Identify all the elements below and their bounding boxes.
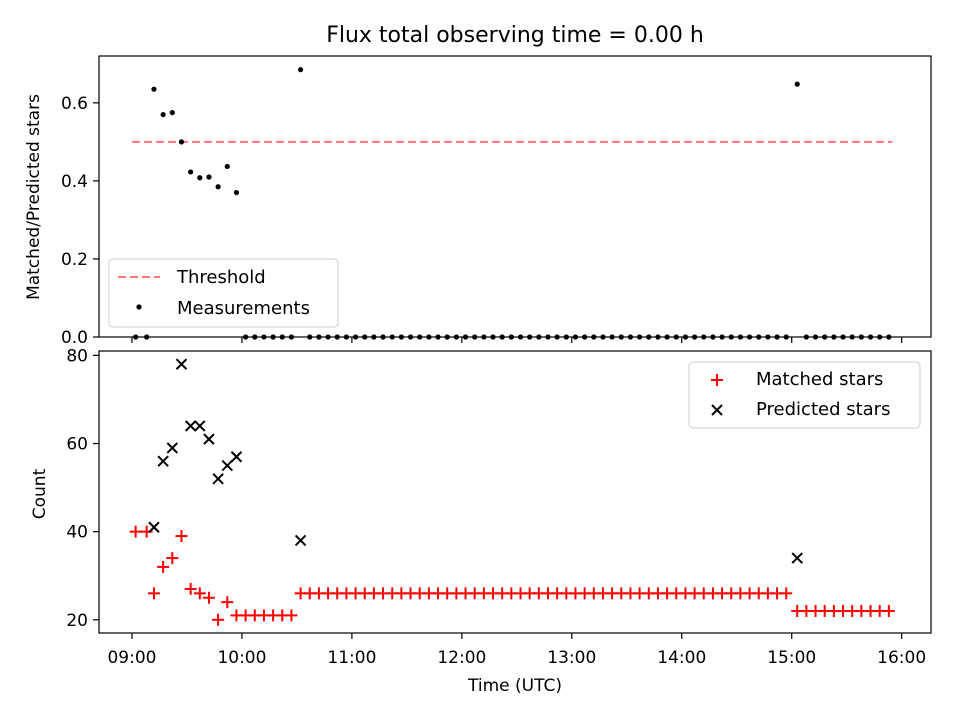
measurements-legend-swatch	[136, 304, 142, 310]
x-tick-label: 12:00	[437, 648, 486, 668]
predicted-point	[148, 521, 160, 533]
matched-point	[193, 587, 206, 600]
y-tick-label: 40	[66, 523, 88, 543]
matched-legend-label: Matched stars	[756, 369, 883, 390]
matched-point	[147, 587, 160, 600]
y-tick-label: 0.2	[61, 250, 88, 270]
matched-point	[157, 560, 170, 573]
matched-point	[129, 525, 142, 538]
x-tick-label: 13:00	[547, 648, 596, 668]
measurement-point	[169, 109, 175, 116]
measurement-point	[794, 81, 800, 87]
measurements-legend-label: Measurements	[177, 298, 310, 319]
matched-point	[882, 604, 895, 617]
ratio-y-axis-label: Matched/Predicted stars	[24, 94, 44, 300]
matched-point	[285, 609, 298, 622]
matched-legend-swatch	[711, 374, 723, 386]
count-y-axis-label: Count	[30, 468, 50, 519]
count-y-ticks: 20 40 60 80	[66, 346, 99, 631]
measurement-point	[160, 111, 166, 118]
predicted-point	[212, 473, 224, 485]
matched-point	[780, 587, 793, 600]
count-legend-box	[688, 361, 921, 429]
y-tick-label: 60	[66, 435, 88, 455]
count-x-ticks: 09:00 10:00 11:00 12:00 13:00 14:00 15:00 16:00	[107, 633, 926, 668]
measurement-point	[151, 86, 157, 92]
matched-point	[175, 530, 188, 543]
predicted-point	[184, 420, 197, 432]
y-tick-label: 80	[66, 346, 88, 366]
matched-point	[221, 596, 234, 609]
measurement-point	[215, 184, 221, 190]
ratio-panel: Flux total observing time = 0.00 h Match…	[24, 23, 932, 348]
predicted-point	[175, 358, 188, 370]
ratio-x-ticks	[131, 337, 903, 343]
measurement-point	[188, 169, 194, 175]
predicted-point	[157, 455, 169, 467]
y-tick-label: 0.6	[61, 94, 88, 114]
threshold-legend-label: Threshold	[176, 267, 266, 288]
x-axis-label: Time (UTC)	[467, 676, 562, 696]
predicted-point	[230, 451, 243, 463]
x-tick-label: 15:00	[767, 648, 816, 668]
predicted-point	[166, 442, 179, 454]
matched-point	[184, 582, 197, 595]
count-marks	[129, 358, 895, 626]
measurement-point	[233, 189, 240, 196]
y-tick-label: 0.4	[61, 172, 88, 192]
predicted-point	[294, 534, 307, 547]
predicted-point	[203, 433, 215, 445]
measurement-point	[178, 139, 185, 145]
y-tick-label: 0.0	[61, 328, 88, 348]
predicted-point	[791, 552, 803, 564]
count-plot-frame	[98, 350, 932, 634]
x-tick-label: 16:00	[877, 648, 926, 668]
count-panel: Count Time (UTC) 20 40 60 80 09:00 10:00 11:0…	[30, 346, 932, 696]
measurement-point	[206, 174, 212, 180]
ratio-legend: Threshold Measurements	[108, 258, 339, 328]
chart-title: Flux total observing time = 0.00 h	[326, 23, 704, 48]
x-tick-label: 11:00	[327, 648, 376, 668]
x-tick-label: 10:00	[217, 648, 266, 668]
predicted-legend-swatch	[711, 404, 723, 416]
predicted-legend-label: Predicted stars	[756, 399, 890, 420]
measurement-point	[197, 175, 203, 181]
matched-point	[212, 613, 225, 626]
matched-point	[166, 552, 179, 565]
ratio-y-ticks: 0.0 0.2 0.4 0.6	[61, 94, 99, 348]
predicted-point	[194, 420, 206, 432]
ratio-legend-box	[108, 258, 339, 328]
x-tick-label: 14:00	[657, 648, 706, 668]
predicted-point	[221, 459, 233, 472]
measurement-point	[297, 67, 304, 73]
y-tick-label: 20	[66, 611, 88, 631]
measurement-point	[224, 163, 230, 170]
count-legend: Matched stars Predicted stars	[688, 361, 921, 429]
ratio-plot-frame	[98, 55, 932, 338]
matched-point	[202, 591, 215, 604]
x-tick-label: 09:00	[107, 648, 156, 668]
